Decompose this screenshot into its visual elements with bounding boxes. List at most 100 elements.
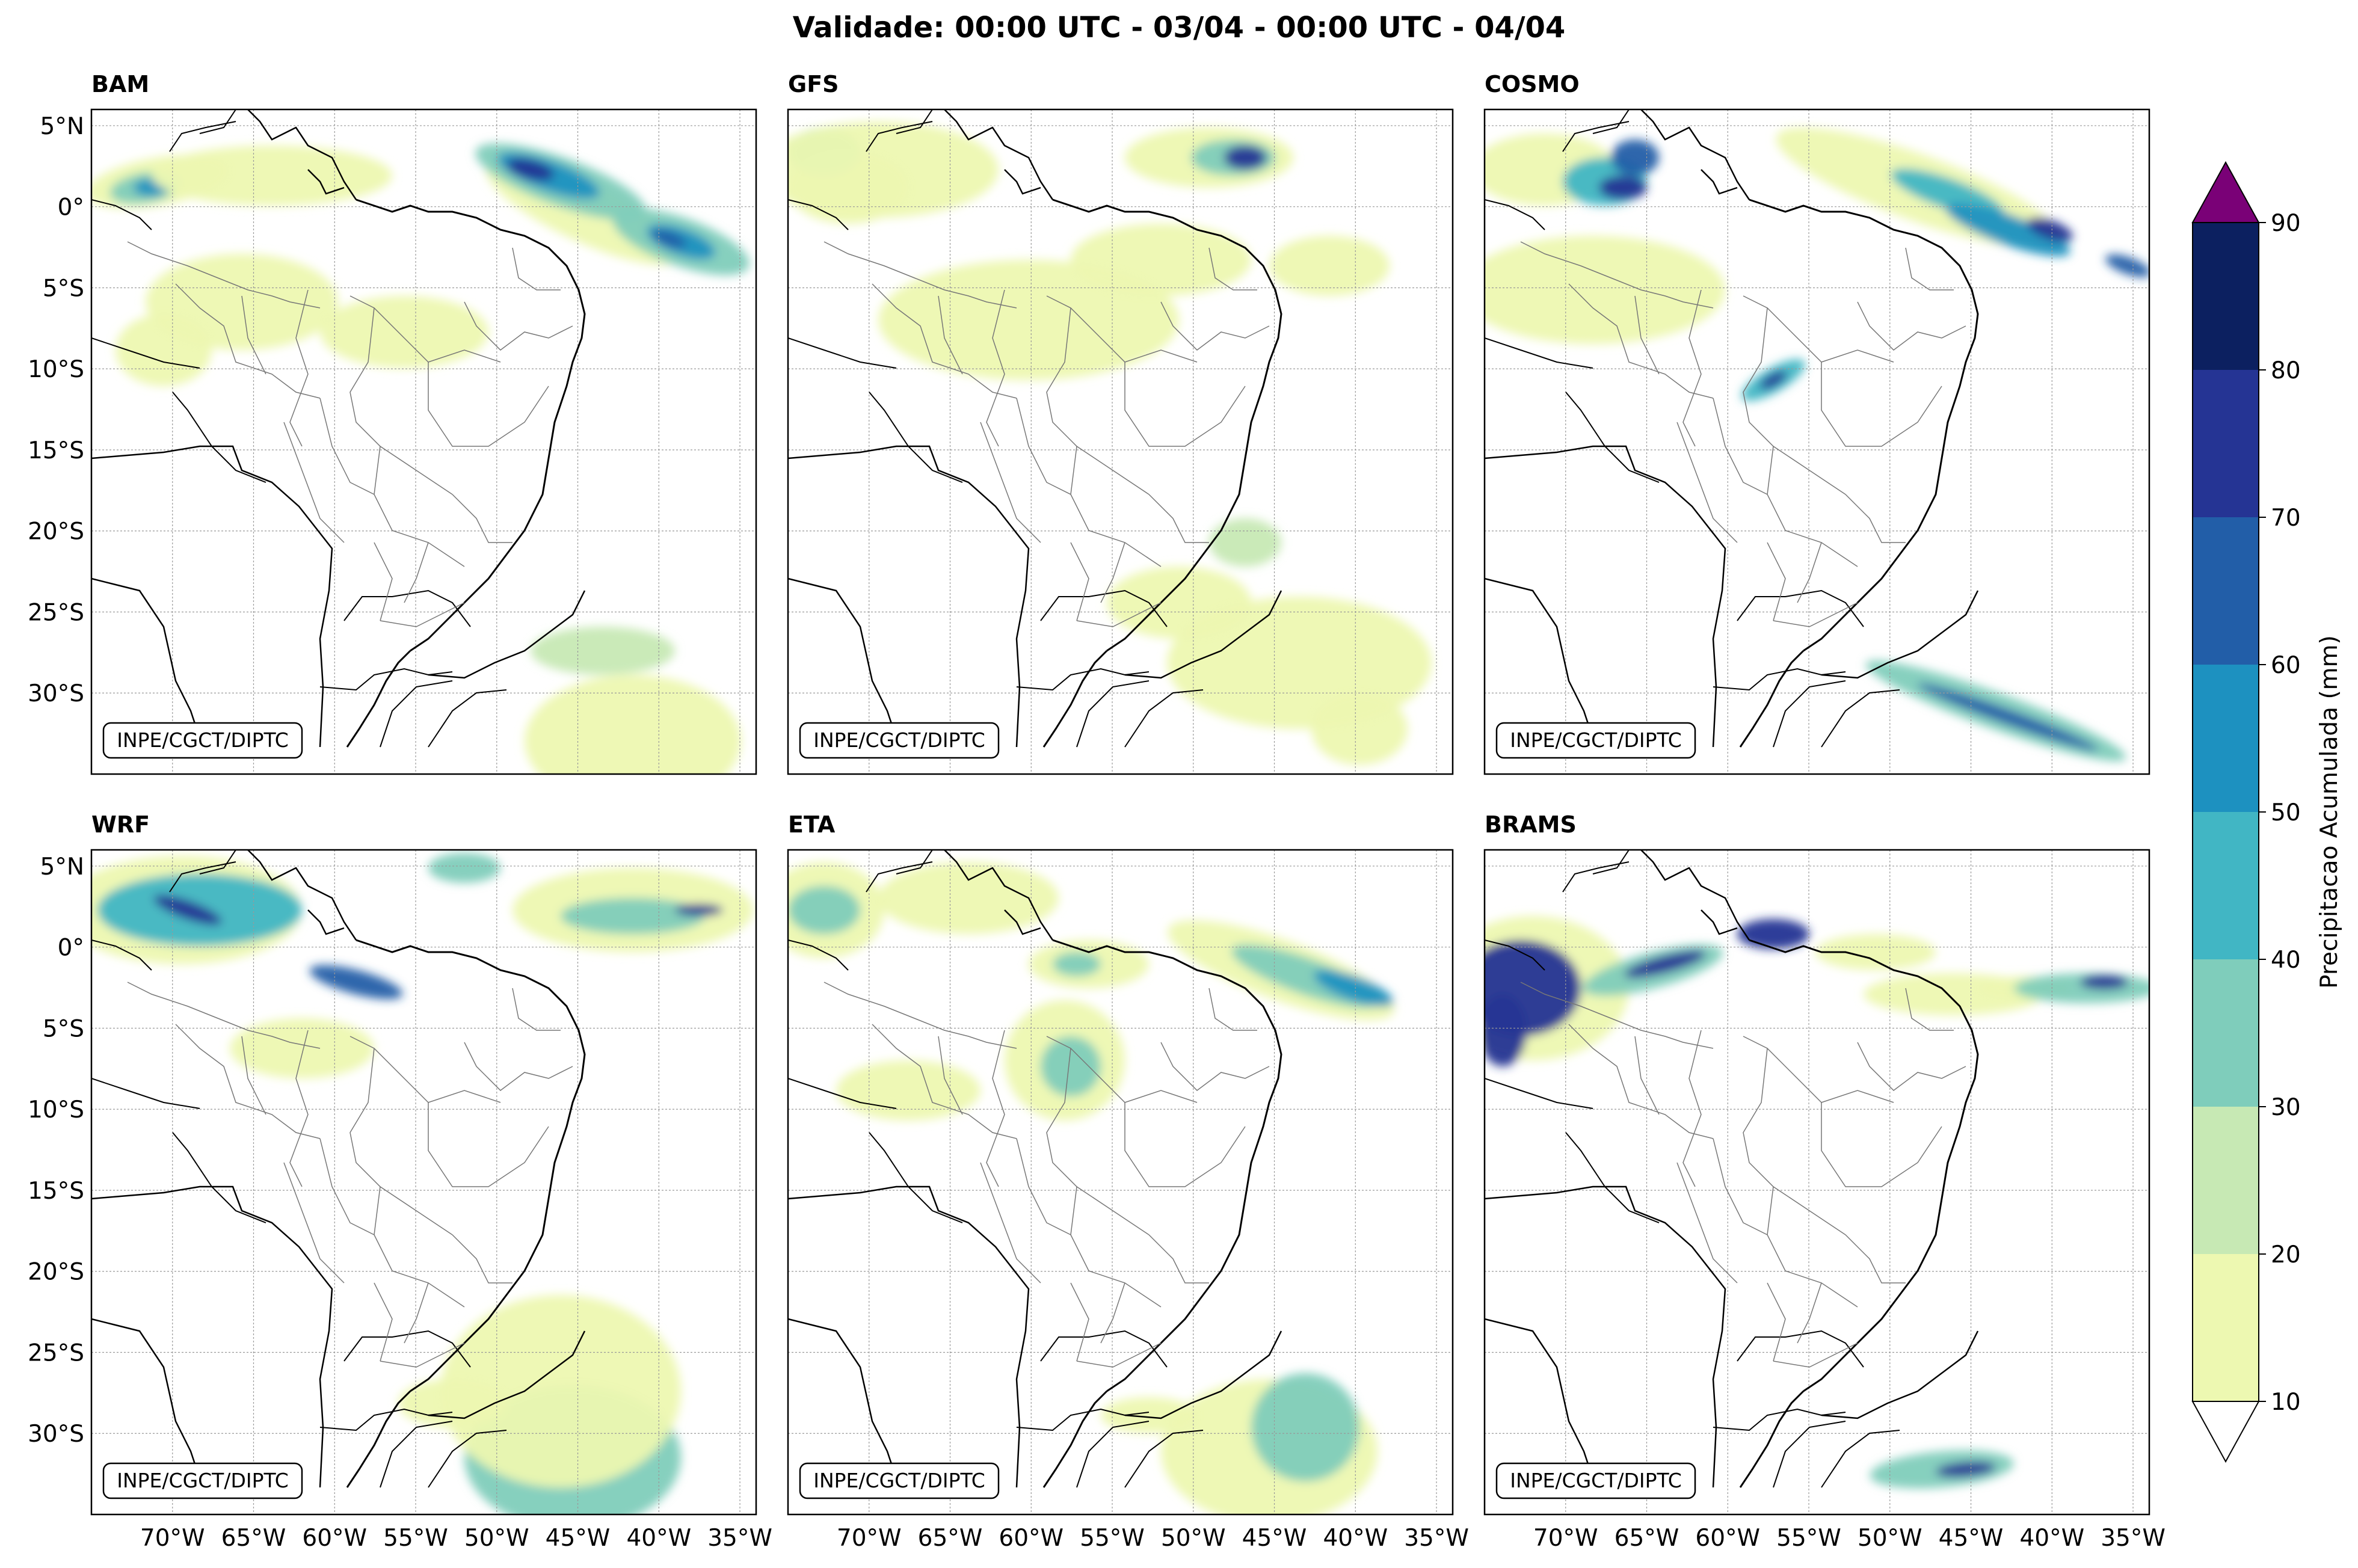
precip-region: [1611, 140, 1659, 176]
panel-title-bam: BAM: [91, 71, 150, 97]
precip-region: [309, 965, 403, 1000]
lon-tick-label: 45°W: [1242, 1525, 1307, 1552]
lat-tick-label: 10°S: [28, 1096, 84, 1124]
colorbar-tick-label: 10: [2271, 1389, 2301, 1416]
credit-box: [1495, 722, 1696, 759]
lon-tick-label: 60°W: [999, 1525, 1064, 1552]
lon-tick-label: 45°W: [1939, 1525, 2004, 1552]
panel-title-gfs: GFS: [788, 71, 839, 97]
precip-region: [1485, 994, 1527, 1066]
lon-tick-label: 55°W: [1776, 1525, 1841, 1552]
map-panel-gfs: INPE/CGCT/DIPTC: [787, 108, 1454, 775]
lon-tick-label: 40°W: [2019, 1525, 2084, 1552]
precip-region: [320, 296, 488, 368]
colorbar-extend-max: [2191, 161, 2260, 223]
lon-tick-label: 65°W: [918, 1525, 983, 1552]
map-panel-cosmo: INPE/CGCT/DIPTC: [1483, 108, 2150, 775]
colorbar-extend-min: [2191, 1401, 2260, 1463]
lon-tick-label: 55°W: [1080, 1525, 1145, 1552]
colorbar-segment: [2193, 1107, 2259, 1254]
lon-tick-label: 45°W: [546, 1525, 611, 1552]
map-panel-wrf: INPE/CGCT/DIPTC 5°N 0° 5°S 10°S 15°S 20°S 25°S 3…: [28, 849, 772, 1552]
lon-tick-label: 60°W: [1695, 1525, 1760, 1552]
map-frame: [90, 108, 757, 775]
lon-tick-label: 35°W: [1404, 1525, 1469, 1552]
lon-tick-label: 65°W: [1615, 1525, 1679, 1552]
map-panel-brams: INPE/CGCT/DIPTC 70°W 65°W 60°W 55°W 50°W 45°W 4…: [1483, 849, 2166, 1552]
panel-title-brams: BRAMS: [1485, 811, 1577, 838]
colorbar-segment: [2193, 1254, 2259, 1401]
precip-region: [2080, 975, 2128, 989]
lat-tick-label: 25°S: [28, 599, 84, 626]
lat-tick-label: 5°S: [43, 275, 84, 302]
colorbar: 10 20 30 40 50 60 70 80 90 Precipitacao Acumulada…: [2191, 161, 2343, 1463]
lon-tick-label: 50°W: [1858, 1525, 1922, 1552]
precip-region: [230, 1018, 374, 1078]
map-frame: [787, 108, 1454, 775]
panel-title-eta: ETA: [788, 811, 836, 838]
colorbar-segment: [2193, 959, 2259, 1107]
precip-field-brams: [1485, 916, 2149, 1489]
precip-field-bam: [91, 143, 750, 774]
map-frame: [1483, 849, 2150, 1516]
precip-region: [1815, 934, 1936, 970]
precip-region: [1313, 970, 1394, 1007]
credit-label: INPE/CGCT/DIPTC: [813, 728, 985, 752]
lat-tick-label: 25°S: [28, 1339, 84, 1367]
precip-field-gfs: [788, 121, 1432, 765]
lon-tick-label: 50°W: [464, 1525, 529, 1552]
precip-region: [1053, 952, 1101, 976]
precip-region: [1945, 203, 2070, 257]
figure-title: Validade: 00:00 UTC - 03/04 - 00:00 UTC …: [792, 11, 1566, 45]
colorbar-tick-label: 80: [2271, 357, 2301, 384]
colorbar-segment: [2193, 665, 2259, 812]
lon-tick-label: 70°W: [140, 1525, 205, 1552]
precip-region: [1041, 1036, 1101, 1096]
lat-tick-label: 0°: [58, 935, 84, 962]
credit-label: INPE/CGCT/DIPTC: [1510, 1469, 1682, 1492]
lat-tick-label: 0°: [58, 194, 84, 221]
lon-tick-label: 35°W: [2101, 1525, 2166, 1552]
lon-tick-label: 55°W: [383, 1525, 448, 1552]
precip-region: [788, 886, 860, 934]
credit-box: [1495, 1462, 1696, 1499]
precip-region: [531, 627, 675, 675]
precip-region: [1209, 518, 1281, 567]
map-panel-eta: INPE/CGCT/DIPTC 70°W 65°W 60°W 55°W 50°W 45°W 4…: [787, 849, 1469, 1552]
precip-region: [1917, 683, 2099, 751]
map-frame: [90, 849, 757, 1516]
precip-region: [525, 675, 741, 774]
precip-region: [788, 121, 999, 218]
lat-tick-label: 30°S: [28, 680, 84, 707]
precip-region: [1759, 370, 1787, 390]
lon-tick-label: 50°W: [1161, 1525, 1226, 1552]
precip-region: [675, 904, 723, 916]
precip-region: [1936, 1462, 1996, 1477]
precip-region: [1269, 236, 1390, 296]
colorbar-segment: [2193, 517, 2259, 665]
precip-region: [878, 862, 1059, 934]
precip-region: [507, 158, 554, 181]
lat-tick-label: 30°S: [28, 1421, 84, 1448]
precip-region: [1311, 693, 1408, 765]
precip-field-eta: [788, 862, 1395, 1514]
precip-field-wrf: [91, 853, 753, 1514]
colorbar-label: Precipitacao Acumulada (mm): [2316, 635, 2343, 989]
map-panel-bam: INPE/CGCT/DIPTC 5°N 0° 5°S 10°S 15°S 20°S 25°S 3…: [28, 108, 757, 775]
precip-region: [152, 146, 392, 206]
lon-tick-label: 40°W: [626, 1525, 691, 1552]
precip-region: [115, 314, 212, 386]
lat-tick-label: 5°N: [40, 113, 85, 140]
lon-tick-label: 40°W: [1323, 1525, 1388, 1552]
credit-label: INPE/CGCT/DIPTC: [117, 1469, 289, 1492]
lon-tick-label: 65°W: [221, 1525, 286, 1552]
precip-region: [398, 1379, 506, 1427]
credit-box: [799, 722, 1000, 759]
panel-title-cosmo: COSMO: [1485, 71, 1580, 97]
colorbar-tick-label: 50: [2271, 799, 2301, 826]
lat-tick-label: 15°S: [28, 437, 84, 464]
precip-region: [1101, 1397, 1197, 1433]
precip-region: [440, 1295, 681, 1487]
colorbar-segment: [2193, 812, 2259, 959]
